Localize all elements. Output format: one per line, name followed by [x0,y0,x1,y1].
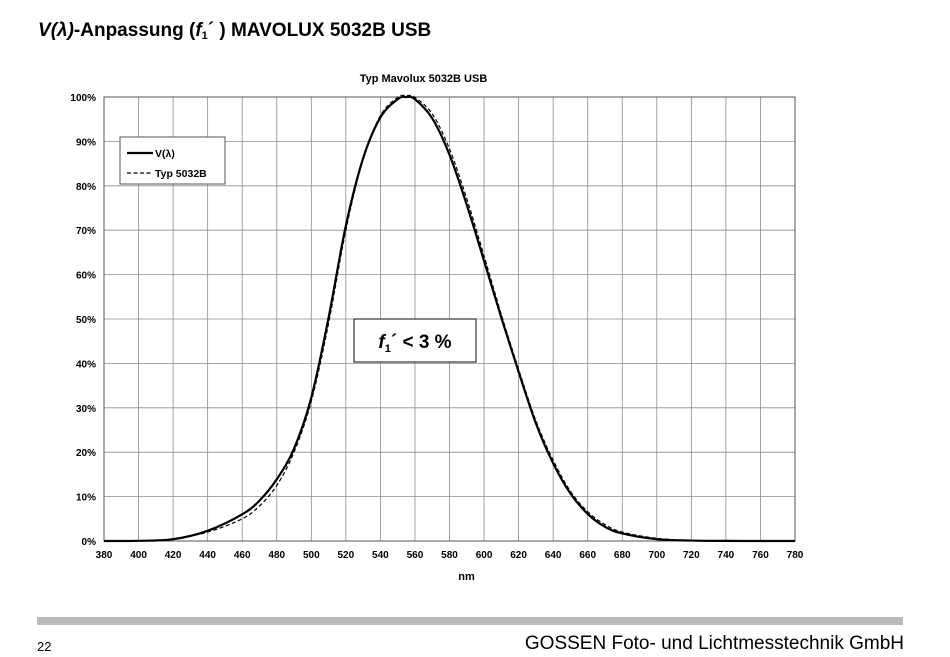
x-tick-label: 780 [787,550,804,561]
series-line-vlambda [103,95,796,543]
plot-frame [103,96,796,542]
legend-box [119,136,226,185]
y-tick-label: 90% [76,137,96,148]
page-number: 22 [37,639,52,654]
footer-divider [37,617,903,625]
legend-label: Typ 5032B [155,168,207,180]
legend-label: V(λ) [155,148,175,160]
x-tick-label: 600 [476,550,493,561]
x-tick-label: 420 [165,550,182,561]
heading-f: f [195,20,202,41]
x-tick-label: 480 [268,550,285,561]
chart-title: Typ Mavolux 5032B USB [360,73,488,85]
x-tick-label: 440 [199,550,216,561]
y-tick-label: 80% [76,182,96,193]
y-tick-label: 50% [76,315,96,326]
x-tick-label: 580 [441,550,458,561]
y-tick-label: 40% [76,359,96,370]
x-tick-label: 500 [303,550,320,561]
heading-lambda: λ [57,20,68,41]
x-tick-label: 460 [234,550,251,561]
y-tick-label: 60% [76,271,96,282]
heading-sub: 1 [201,30,208,42]
heading-model: ´ ) MAVOLUX 5032B USB [207,20,432,41]
chart-area: 380 400 420 440 460 480 500 520 540 560 580 600 620 6… [70,73,804,583]
page-heading: V(λ)-Anpassung (f1´ ) MAVOLUX 5032B USB [38,20,432,42]
y-tick-label: 30% [76,404,96,415]
x-tick-label: 380 [96,550,113,561]
x-tick-label: 560 [407,550,424,561]
x-tick-label: 720 [683,550,700,561]
heading-anpassung: -Anpassung ( [73,20,196,41]
y-tick-label: 20% [76,448,96,459]
heading-v: V [38,20,51,41]
x-tick-label: 540 [372,550,389,561]
x-tick-label: 640 [545,550,562,561]
series-line-typ-5032b [103,94,796,542]
x-tick-label: 760 [752,550,769,561]
y-tick-label: 0% [82,537,97,548]
x-tick-label: 680 [614,550,631,561]
y-tick-label: 10% [76,493,96,504]
y-tick-label: 100% [70,93,96,104]
annotation-text: f1´ < 3 % [378,332,451,355]
x-tick-label: 700 [648,550,665,561]
x-tick-label: 740 [718,550,735,561]
x-axis-label: nm [458,571,475,583]
x-tick-label: 660 [579,550,596,561]
company-name: GOSSEN Foto- und Lichtmesstechnik GmbH [524,633,904,654]
spectral-chart: 380 400 420 440 460 480 500 520 540 560 580 600 620 6… [70,73,804,583]
x-tick-label: 520 [338,550,355,561]
annotation-box [353,318,477,363]
x-tick-label: 620 [510,550,527,561]
y-tick-label: 70% [76,226,96,237]
x-tick-label: 400 [130,550,147,561]
